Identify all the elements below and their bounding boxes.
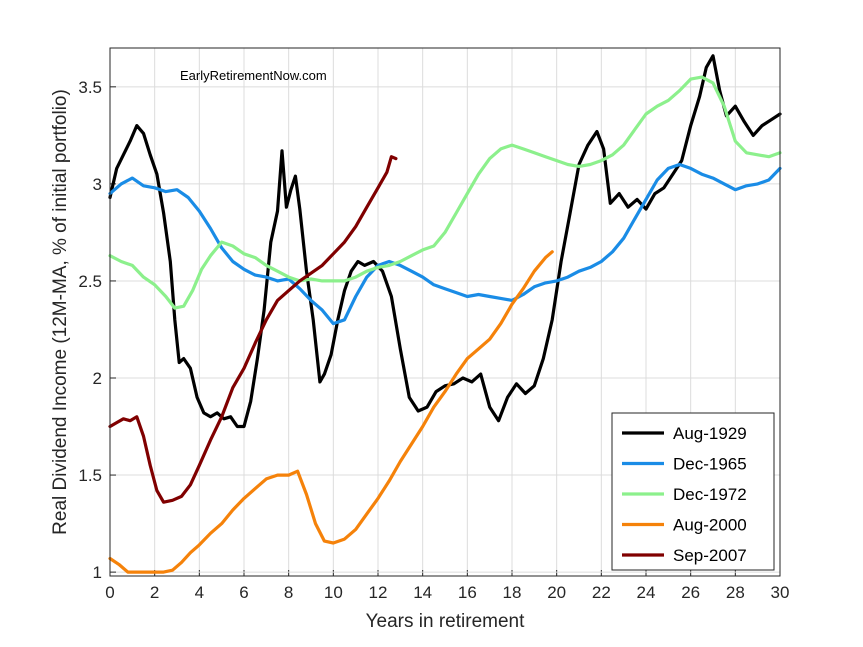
y-tick-label: 1 xyxy=(93,563,102,582)
series-line-dec-1965 xyxy=(108,162,782,326)
watermark-text: EarlyRetirementNow.com xyxy=(180,68,327,83)
x-axis-label: Years in retirement xyxy=(366,611,525,632)
legend-label: Dec-1972 xyxy=(673,485,747,504)
legend-label: Aug-2000 xyxy=(673,516,747,535)
y-axis-label: Real Dividend Income (12M-MA, % of initi… xyxy=(50,89,71,535)
series-line-aug-2000 xyxy=(108,250,554,574)
legend-label: Dec-1965 xyxy=(673,455,747,474)
legend: Aug-1929 Dec-1965 Dec-1972 Aug-2000 Sep-2007 xyxy=(611,412,775,571)
x-tick-label: 14 xyxy=(413,583,432,602)
x-tick-label: 6 xyxy=(239,583,248,602)
x-tick-label: 18 xyxy=(503,583,522,602)
x-tick-label: 28 xyxy=(726,583,745,602)
x-tick-label: 8 xyxy=(284,583,293,602)
legend-box xyxy=(611,412,775,571)
series-lines xyxy=(108,54,782,574)
plot-frame xyxy=(109,47,781,577)
legend-label: Sep-2007 xyxy=(673,546,747,565)
x-tick-label: 0 xyxy=(105,583,114,602)
x-tick-label: 4 xyxy=(195,583,204,602)
y-tick-label: 3.5 xyxy=(78,78,102,97)
x-tick-label: 2 xyxy=(150,583,159,602)
x-tick-label: 16 xyxy=(458,583,477,602)
x-tick-label: 10 xyxy=(324,583,343,602)
x-tick-label: 30 xyxy=(771,583,790,602)
series-line-sep-2007 xyxy=(108,155,398,504)
y-tick-label: 1.5 xyxy=(78,466,102,485)
x-tick-label: 22 xyxy=(592,583,611,602)
x-tick-label: 24 xyxy=(637,583,656,602)
y-tick-label: 2.5 xyxy=(78,272,102,291)
y-tick-label: 3 xyxy=(93,175,102,194)
axes xyxy=(109,47,781,577)
x-tick-label: 26 xyxy=(681,583,700,602)
x-tick-label: 20 xyxy=(547,583,566,602)
y-tick-label: 2 xyxy=(93,369,102,388)
legend-label: Aug-1929 xyxy=(673,424,747,443)
x-tick-label: 12 xyxy=(369,583,388,602)
series-line-dec-1972 xyxy=(108,75,782,310)
series-line-aug-1929 xyxy=(108,54,782,429)
